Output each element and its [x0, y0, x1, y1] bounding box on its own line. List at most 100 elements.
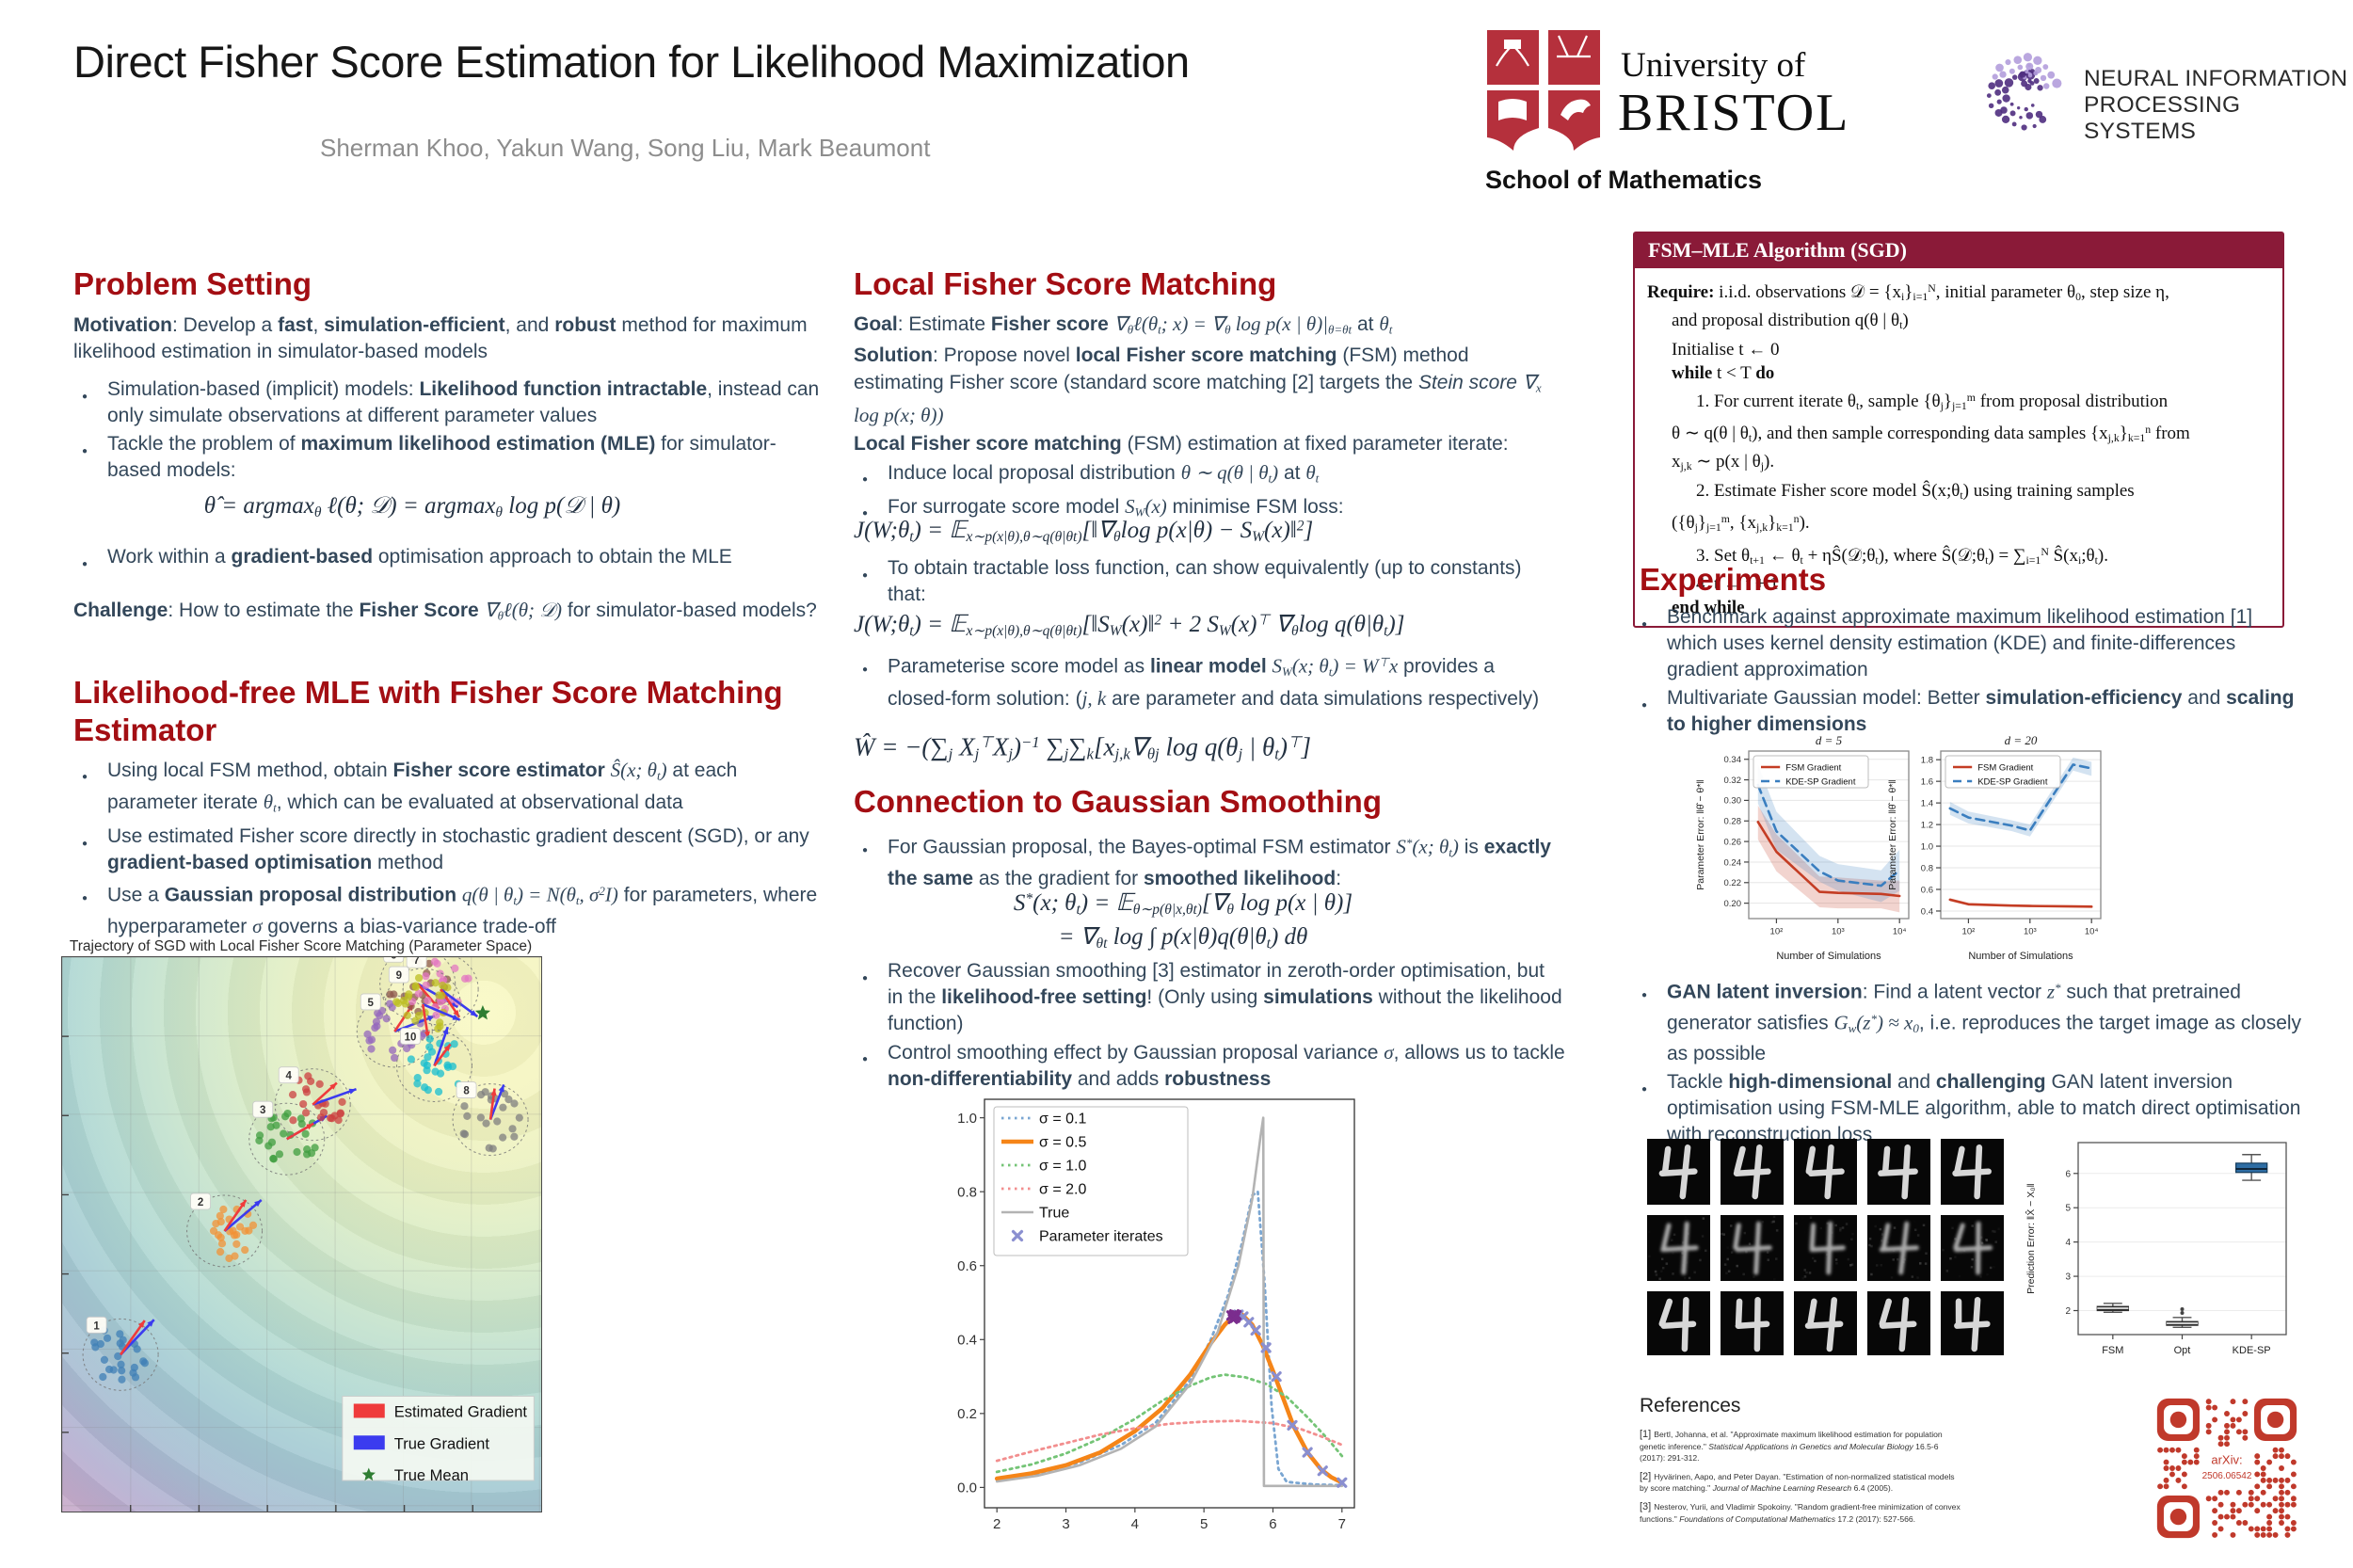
bullet-linear-model: Parameterise score model as linear model…: [862, 649, 1561, 712]
svg-text:0.8: 0.8: [957, 1184, 977, 1200]
bullet-mle: Tackle the problem of maximum likelihood…: [82, 431, 823, 484]
neurips-swirl-icon: [1980, 41, 2078, 150]
smoothed-likelihood-formula-1: S*(x; θt) = 𝔼θ∼p(θ|x,θt)[∇θ log p(x | θ)…: [1013, 890, 1353, 918]
svg-text:KDE-SP: KDE-SP: [2233, 1345, 2271, 1356]
bullet-gaussian-proposal: Use a Gaussian proposal distribution q(θ…: [82, 878, 827, 941]
svg-text:True: True: [1039, 1206, 1069, 1222]
svg-text:Number of Simulations: Number of Simulations: [1968, 951, 2073, 962]
experiment-bullets: Benchmark against approximate maximum li…: [1633, 604, 2307, 740]
svg-text:2: 2: [2065, 1306, 2071, 1317]
svg-text:arXiv:: arXiv:: [2211, 1452, 2242, 1466]
svg-text:Opt: Opt: [2174, 1345, 2191, 1356]
svg-text:2506.06542: 2506.06542: [2202, 1471, 2252, 1481]
svg-text:3: 3: [260, 1105, 265, 1116]
poster-title: Direct Fisher Score Estimation for Likel…: [73, 37, 1190, 87]
svg-text:Prediction Error: ‖X̂ − X₀‖: Prediction Error: ‖X̂ − X₀‖: [2024, 1183, 2037, 1294]
gradient-bullet-list: Work within a gradient-based optimisatio…: [73, 544, 823, 578]
bristol-crest-icon: [1487, 30, 1600, 151]
svg-text:0.24: 0.24: [1724, 857, 1742, 868]
svg-text:8: 8: [463, 1086, 470, 1097]
svg-text:2: 2: [198, 1197, 203, 1208]
svg-text:0.8: 0.8: [1921, 863, 1933, 873]
svg-text:0.4: 0.4: [1921, 906, 1933, 917]
bullet-sgd: Use estimated Fisher score directly in s…: [82, 824, 827, 876]
tractable-loss-formula: J(W;θt) = 𝔼x∼p(x|θ),θ∼q(θ|θt)[‖SW(x)‖2 +…: [854, 612, 1405, 639]
sigma-smoothing-plot: 2 3 4 5 6 7 0.0 0.2 0.4 0.6 0.8 1.0 σ = 0.1 σ = 0.5 σ …: [930, 1092, 1368, 1561]
svg-text:10²: 10²: [1962, 927, 1976, 937]
poster-authors: Sherman Khoo, Yakun Wang, Song Liu, Mark…: [320, 134, 931, 162]
svg-text:10³: 10³: [2024, 927, 2037, 937]
svg-text:True Gradient: True Gradient: [394, 1435, 490, 1452]
svg-text:7: 7: [413, 957, 419, 967]
references-heading: References: [1640, 1395, 1741, 1416]
goal-solution-paragraph: Goal: Estimate Fisher score ∇θℓ(θt; x) =…: [854, 312, 1542, 426]
svg-text:10²: 10²: [1770, 927, 1784, 937]
svg-text:3: 3: [1062, 1516, 1069, 1532]
svg-text:3: 3: [2065, 1272, 2071, 1283]
bullet-bayes-optimal: For Gaussian proposal, the Bayes-optimal…: [862, 830, 1561, 892]
heading-likelihood-free-mle: Likelihood-free MLE with Fisher Score Ma…: [73, 675, 783, 747]
svg-text:6: 6: [1269, 1516, 1276, 1532]
sgd-trajectory-plot: 1 2 3 4 5 6 7 9 10 8 Estimated Gradient True Gradie…: [61, 945, 542, 1512]
bullet-fsm-estimator: Using local FSM method, obtain Fisher sc…: [82, 757, 827, 822]
lfmle-bullets: Using local FSM method, obtain Fisher sc…: [73, 757, 827, 942]
algorithm-box-body: Require: i.i.d. observations 𝒟 = {xi}i=1…: [1647, 281, 2190, 618]
svg-text:FSM Gradient: FSM Gradient: [1977, 762, 2033, 773]
closed-form-formula: Ŵ = −(∑j Xj⊤Xj)−1 ∑j∑k[xj,k∇θj log q(θj …: [854, 732, 1312, 763]
svg-text:1.0: 1.0: [957, 1111, 977, 1127]
fsm-bullets-1: Induce local proposal distribution θ ∼ q…: [854, 459, 1561, 528]
smoothing-bullets-2: Recover Gaussian smoothing [3] estimator…: [854, 958, 1565, 1095]
mle-formula: θ̂ = argmaxθ ℓ(θ; 𝒟) = argmaxθ log p(𝒟 |…: [203, 493, 621, 520]
svg-text:True Mean: True Mean: [394, 1467, 469, 1484]
svg-text:Estimated Gradient: Estimated Gradient: [394, 1403, 528, 1420]
svg-text:0.2: 0.2: [957, 1406, 977, 1422]
svg-text:0.20: 0.20: [1724, 899, 1742, 909]
svg-text:0.6: 0.6: [1921, 885, 1933, 895]
svg-text:d = 5: d = 5: [1816, 733, 1843, 747]
smoothed-likelihood-formula-2: = ∇θt log ∫ p(x|θ)q(θ|θt) dθ: [1058, 924, 1308, 952]
svg-text:0.6: 0.6: [957, 1258, 977, 1274]
neurips-wordmark: NEURAL INFORMATION PROCESSING SYSTEMS: [2084, 66, 2353, 145]
mnist-digit-grid: [1647, 1139, 2005, 1360]
smoothing-bullets-1: For Gaussian proposal, the Bayes-optimal…: [854, 830, 1561, 894]
gan-bullets: GAN latent inversion: Find a latent vect…: [1633, 975, 2307, 1150]
svg-text:1.8: 1.8: [1921, 756, 1933, 766]
svg-text:d = 20: d = 20: [2005, 733, 2038, 747]
prediction-error-boxplot: 2 3 4 5 6 FSM Opt KDE-SP Prediction Error: ‖X̂ −…: [2022, 1129, 2299, 1381]
heading-experiments: Experiments: [1640, 562, 1827, 597]
svg-text:5: 5: [2065, 1204, 2071, 1214]
neurips-line1: NEURAL INFORMATION: [2084, 66, 2348, 91]
svg-text:9: 9: [396, 970, 402, 982]
bullet-gaussian-model: Multivariate Gaussian model: Better simu…: [1641, 685, 2307, 738]
challenge-paragraph: Challenge: How to estimate the Fisher Sc…: [73, 599, 817, 623]
svg-text:0.30: 0.30: [1724, 796, 1742, 807]
svg-text:4: 4: [2065, 1238, 2071, 1248]
svg-text:6: 6: [391, 957, 396, 961]
fsm-intro-line: Local Fisher score matching (FSM) estima…: [854, 433, 1509, 455]
svg-text:6: 6: [2065, 1169, 2071, 1179]
svg-text:1: 1: [93, 1320, 100, 1332]
svg-text:0.28: 0.28: [1724, 817, 1742, 827]
bullet-induce-proposal: Induce local proposal distribution θ ∼ q…: [862, 459, 1561, 493]
bullet-recover-smoothing: Recover Gaussian smoothing [3] estimator…: [862, 958, 1565, 1037]
bristol-university-of: University of: [1621, 46, 1806, 85]
svg-text:1.4: 1.4: [1921, 798, 1933, 808]
svg-text:KDE-SP Gradient: KDE-SP Gradient: [1977, 776, 2048, 787]
bullet-benchmark: Benchmark against approximate maximum li…: [1641, 604, 2307, 683]
svg-text:σ = 0.1: σ = 0.1: [1039, 1112, 1086, 1128]
svg-text:0.0: 0.0: [957, 1480, 977, 1496]
svg-text:σ = 1.0: σ = 1.0: [1039, 1159, 1086, 1175]
svg-text:10: 10: [405, 1032, 417, 1043]
heading-problem-setting: Problem Setting: [73, 266, 312, 301]
svg-text:10³: 10³: [1832, 927, 1845, 937]
svg-text:0.22: 0.22: [1724, 878, 1742, 888]
bristol-crest-logo: [1485, 28, 1608, 156]
svg-text:4: 4: [1131, 1516, 1139, 1532]
neurips-line2: PROCESSING SYSTEMS: [2084, 92, 2241, 144]
heading-local-fsm: Local Fisher Score Matching: [854, 266, 1277, 301]
bullet-control-smoothing: Control smoothing effect by Gaussian pro…: [862, 1039, 1565, 1093]
svg-text:1.0: 1.0: [1921, 841, 1933, 852]
bristol-school: School of Mathematics: [1485, 166, 1763, 194]
heading-gaussian-smoothing: Connection to Gaussian Smoothing: [854, 784, 1382, 819]
